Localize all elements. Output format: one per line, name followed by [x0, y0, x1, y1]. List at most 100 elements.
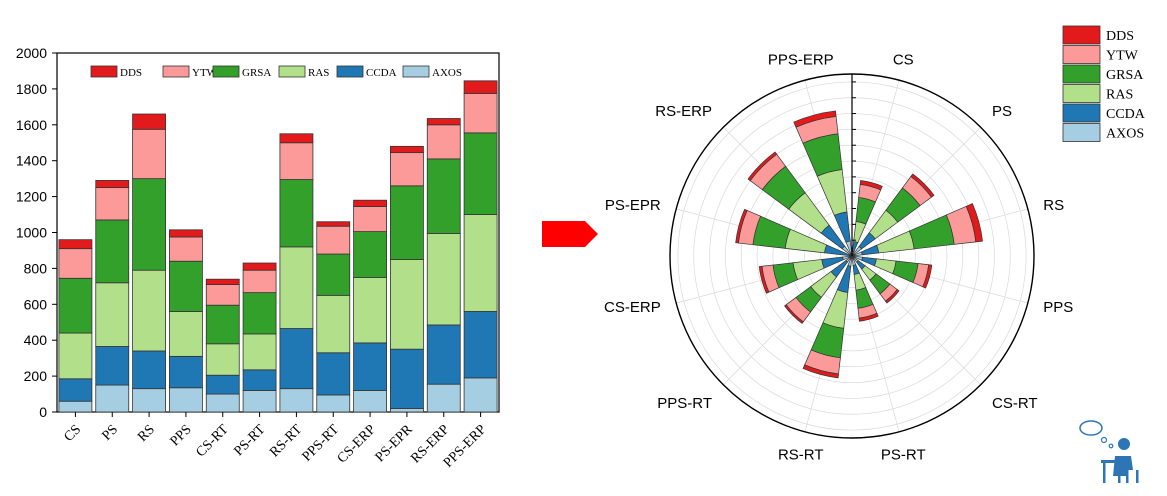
bar-segment-dds: [463, 80, 498, 94]
legend-swatch-dds: [90, 65, 118, 78]
bar-segment-axos: [279, 388, 314, 413]
bar-segment-axos: [169, 387, 203, 413]
x-tick-label: CS-RT: [194, 422, 232, 460]
polar-legend-swatch-ccda: [1062, 103, 1101, 123]
bar-segment-ras: [242, 333, 277, 371]
legend-swatch-ccda: [336, 65, 364, 78]
polar-bar-chart: CS PS RS PPS CS-RT PS-RT RS-RT PPS-RT CS-ERP PS-E…: [604, 25, 1146, 463]
bar-segment-axos: [390, 408, 424, 413]
polar-segment-dds: [802, 364, 839, 379]
bar-segment-ytw: [132, 128, 166, 180]
y-tick-label: 2000: [16, 45, 47, 61]
bar-segment-dds: [353, 199, 387, 207]
bar-segment-grsa: [390, 185, 424, 260]
bar-segment-ccda: [316, 352, 351, 396]
bar-segment-grsa: [426, 158, 461, 234]
polar-legend-swatch-axos: [1062, 123, 1101, 142]
bar-segment-grsa: [205, 304, 240, 345]
bar-segment-grsa: [132, 178, 166, 271]
bar-segment-ccda: [132, 350, 166, 390]
bar-segment-ytw: [426, 124, 461, 160]
bar-segment-ccda: [426, 324, 461, 385]
y-tick-label: 800: [24, 260, 48, 276]
y-tick-label: 0: [39, 404, 47, 420]
thought-bubble-small: [1100, 436, 1108, 444]
bar-segment-ccda: [95, 346, 130, 386]
bar-segment-ytw: [463, 92, 498, 134]
bar-segment-ytw: [353, 206, 387, 233]
polar-category-label: RS-ERP: [655, 103, 712, 120]
polar-legend-label: GRSA: [1106, 68, 1144, 83]
bar-segment-dds: [95, 180, 130, 189]
polar-segment-dds: [884, 288, 900, 304]
bar-segment-ccda: [205, 374, 240, 395]
bar-segment-ras: [169, 311, 203, 357]
legend-swatch-ytw: [162, 65, 190, 78]
bar-segment-axos: [205, 393, 240, 413]
stacked-bar-chart: 0 200 400 600 800 1000 1200 1400 1600 1800 2000 CS P…: [16, 45, 500, 471]
bar-segment-grsa: [463, 132, 498, 215]
x-tick-label: PS: [99, 422, 121, 444]
y-tick-label: 600: [24, 296, 48, 312]
bar-segment-ytw: [205, 284, 240, 306]
bar-segment-grsa: [169, 260, 203, 312]
y-tick-label: 1800: [16, 81, 47, 97]
person-body: [1113, 456, 1133, 476]
desk-leg-left: [1103, 463, 1106, 483]
bar-segment-ras: [58, 332, 93, 380]
bar-segment-ras: [279, 246, 314, 329]
x-tick-label: CS: [62, 422, 85, 445]
bar-segment-ytw: [279, 142, 314, 180]
bar-segment-dds: [58, 239, 93, 250]
polar-segment-dds: [747, 151, 778, 182]
polar-segment-dds: [758, 265, 770, 294]
bar-segment-dds: [169, 229, 203, 238]
thought-cloud: [1079, 420, 1103, 436]
bar-segment-ras: [463, 214, 498, 312]
bar-segment-ytw: [242, 269, 277, 294]
bar-segment-axos: [95, 384, 130, 413]
legend-label: YTW: [192, 67, 218, 79]
polar-legend-swatch-ras: [1062, 84, 1101, 103]
bar-segment-ras: [316, 294, 351, 354]
bar-segment-ras: [205, 343, 240, 376]
bar-segment-ccda: [390, 348, 424, 409]
y-tick-label: 1600: [16, 117, 47, 133]
bar-segment-ccda: [58, 378, 93, 402]
arrow-shape: [542, 221, 598, 247]
polar-legend-label: CCDA: [1106, 107, 1146, 122]
polar-category-label: RS: [1043, 197, 1064, 214]
bar-segment-ras: [132, 269, 166, 352]
transform-arrow: [542, 221, 598, 247]
bar-segment-axos: [426, 383, 461, 413]
bar-segment-axos: [58, 400, 93, 413]
x-tick-label: PS-EPR: [373, 422, 417, 466]
polar-category-label: CS-ERP: [604, 299, 661, 316]
bar-segment-axos: [242, 390, 277, 413]
bar-segment-ras: [426, 232, 461, 326]
polar-category-label: PS-EPR: [605, 197, 661, 214]
bar-segment-ytw: [58, 248, 93, 279]
polar-legend-swatch-grsa: [1062, 64, 1101, 84]
bar-segment-ras: [353, 276, 387, 344]
bar-segment-axos: [353, 390, 387, 413]
polar-legend-label: YTW: [1106, 49, 1139, 64]
polar-legend-label: RAS: [1106, 88, 1133, 103]
bar-segment-ccda: [242, 369, 277, 391]
x-tick-label: RS: [135, 422, 158, 445]
polar-category-label: PPS-RT: [657, 395, 712, 412]
x-tick-label: PS-RT: [231, 422, 268, 459]
polar-legend-label: DDS: [1106, 29, 1134, 44]
person-head: [1118, 438, 1130, 450]
bar-segment-ytw: [95, 187, 130, 221]
bar-segment-ytw: [316, 225, 351, 255]
bar-segment-grsa: [242, 292, 277, 335]
bar-segment-ytw: [169, 236, 203, 262]
bar-segment-grsa: [279, 179, 314, 248]
polar-segment-dds: [910, 173, 935, 198]
legend-label: CCDA: [366, 67, 397, 79]
polar-segment-dds: [784, 304, 804, 324]
legend-label: GRSA: [242, 67, 271, 79]
legend-swatch-grsa: [212, 65, 240, 78]
